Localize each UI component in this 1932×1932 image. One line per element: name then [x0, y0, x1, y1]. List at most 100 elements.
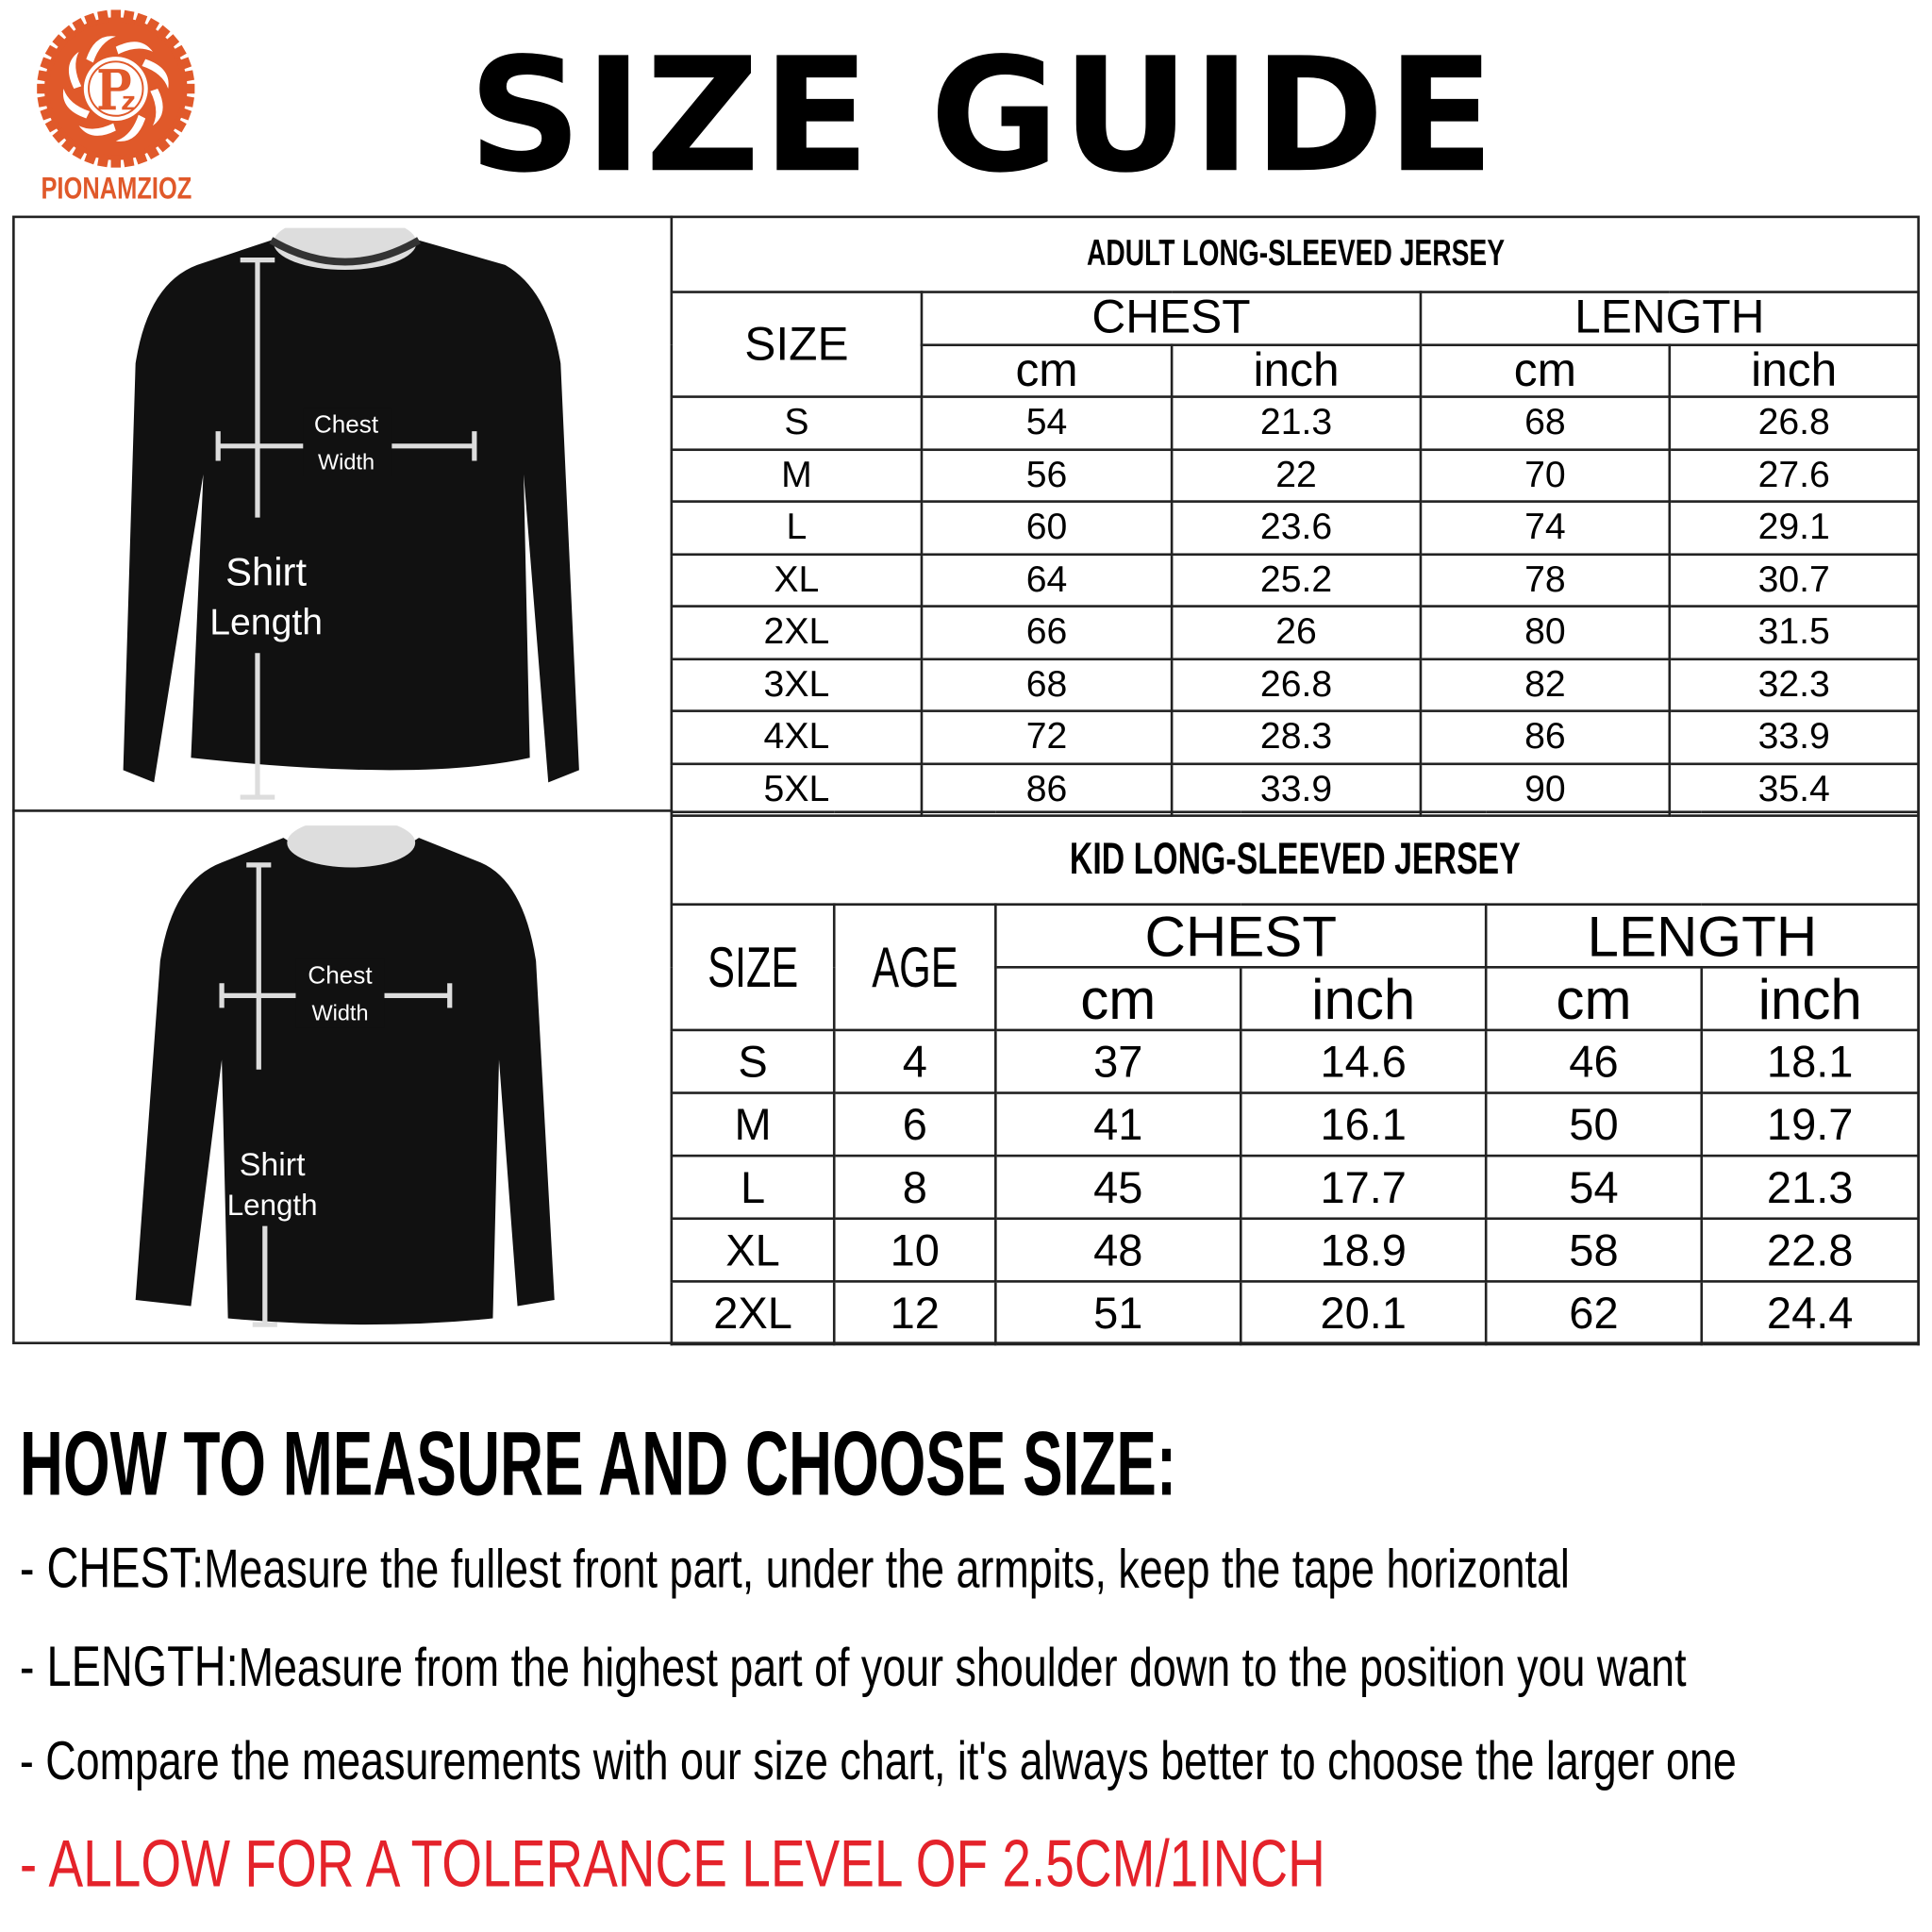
table-cell: 4 [832, 1028, 997, 1094]
cm-header: cm [1484, 965, 1704, 1032]
table-cell: 66 [920, 605, 1174, 660]
length-instruction: - LENGTH:Measure from the highest part o… [20, 1633, 1932, 1700]
length-header: LENGTH [1484, 903, 1920, 969]
table-cell: L [670, 1154, 836, 1221]
table-cell: 30.7 [1668, 552, 1920, 608]
table-cell: 41 [994, 1091, 1242, 1158]
table-cell: 68 [1419, 395, 1672, 451]
table-cell: 33.9 [1668, 709, 1920, 765]
chest-header: CHEST [920, 291, 1423, 346]
table-cell: 25.2 [1170, 552, 1423, 608]
length-label: Length [227, 1189, 318, 1222]
table-row: S 54 21.3 68 26.8 [670, 395, 1920, 451]
table-row: 2XL 66 26 80 31.5 [670, 605, 1920, 660]
table-cell: S [670, 1028, 836, 1094]
table-row: 2XL 12 51 20.1 62 24.4 [670, 1280, 1920, 1346]
table-cell: 45 [994, 1154, 1242, 1221]
table-cell: 82 [1419, 657, 1672, 712]
width-label: Width [318, 450, 375, 475]
howto-heading: HOW TO MEASURE AND CHOOSE SIZE: [19, 1411, 1177, 1515]
table-row: M 56 22 70 27.6 [670, 447, 1920, 503]
table-cell: XL [670, 552, 924, 608]
table-row: M 6 41 16.1 50 19.7 [670, 1091, 1920, 1158]
chest-label: Chest [314, 409, 379, 438]
cm-header: cm [920, 342, 1174, 398]
table-row: S 4 37 14.6 46 18.1 [670, 1028, 1920, 1094]
table-cell: M [670, 1091, 836, 1158]
chest-label-text: - CHEST: [19, 1535, 205, 1600]
table-cell: 51 [994, 1280, 1242, 1346]
table-cell: 50 [1484, 1091, 1704, 1158]
cm-header: cm [994, 965, 1242, 1032]
table-cell: 56 [920, 447, 1174, 503]
length-label: Length [209, 603, 323, 643]
table-cell: 5XL [670, 761, 924, 817]
table-cell: 64 [920, 552, 1174, 608]
table-cell: 23.6 [1170, 500, 1423, 556]
table-cell: L [670, 500, 924, 556]
table-cell: S [670, 395, 924, 451]
table-cell: 26 [1170, 605, 1423, 660]
table-row: XL 10 48 18.9 58 22.8 [670, 1217, 1920, 1283]
table-cell: 22.8 [1700, 1217, 1920, 1283]
table-cell: 26.8 [1170, 657, 1423, 712]
adult-table-title: ADULT LONG-SLEEVED JERSEY [670, 215, 1919, 293]
table-cell: 21.3 [1700, 1154, 1920, 1221]
table-row: XL 64 25.2 78 30.7 [670, 552, 1920, 608]
shirt-label: Shirt [240, 1147, 306, 1183]
table-row: 3XL 68 26.8 82 32.3 [670, 657, 1920, 712]
table-cell: 54 [1484, 1154, 1704, 1221]
table-cell: 26.8 [1668, 395, 1920, 451]
inch-header: inch [1700, 965, 1920, 1032]
chest-header: CHEST [994, 903, 1488, 969]
table-cell: 22 [1170, 447, 1423, 503]
kid-table-title: KID LONG-SLEEVED JERSEY [670, 810, 1920, 906]
size-header: SIZE [670, 291, 924, 398]
table-cell: 48 [994, 1217, 1242, 1283]
table-cell: M [670, 447, 924, 503]
table-row: L 8 45 17.7 54 21.3 [670, 1154, 1920, 1221]
kid-shirt-diagram: Chest Width Shirt Length [135, 825, 555, 1327]
table-cell: 12 [832, 1280, 997, 1346]
chest-instruction-text: Measure the fullest front part, under th… [204, 1539, 1570, 1600]
table-cell: 70 [1419, 447, 1672, 503]
table-cell: 27.6 [1668, 447, 1920, 503]
adult-size-table: ADULT LONG-SLEEVED JERSEY SIZE CHEST LEN… [670, 215, 1920, 817]
table-cell: 19.7 [1700, 1091, 1920, 1158]
table-cell: 4XL [670, 709, 924, 765]
table-cell: XL [670, 1217, 836, 1283]
table-cell: 86 [920, 761, 1174, 817]
table-cell: 31.5 [1668, 605, 1920, 660]
table-cell: 3XL [670, 657, 924, 712]
table-cell: 54 [920, 395, 1174, 451]
table-cell: 86 [1419, 709, 1672, 765]
inch-header: inch [1668, 342, 1920, 398]
table-cell: 18.9 [1239, 1217, 1488, 1283]
table-cell: 2XL [670, 605, 924, 660]
table-cell: 28.3 [1170, 709, 1423, 765]
page-title: SIZE GUIDE [468, 25, 1497, 208]
table-cell: 8 [832, 1154, 997, 1221]
table-cell: 68 [920, 657, 1174, 712]
table-cell: 60 [920, 500, 1174, 556]
table-cell: 10 [832, 1217, 997, 1283]
table-cell: 80 [1419, 605, 1672, 660]
table-row: 4XL 72 28.3 86 33.9 [670, 709, 1920, 765]
age-header: AGE [832, 903, 997, 1032]
table-row: L 60 23.6 74 29.1 [670, 500, 1920, 556]
table-cell: 20.1 [1239, 1280, 1488, 1346]
compare-instruction: - Compare the measurements with our size… [19, 1731, 1737, 1792]
shirt-label: Shirt [225, 549, 307, 593]
adult-shirt-diagram: Chest Width Shirt Length [123, 227, 579, 800]
cm-header: cm [1419, 342, 1672, 398]
table-cell: 90 [1419, 761, 1672, 817]
logo-gear-icon [37, 9, 195, 168]
table-cell: 62 [1484, 1280, 1704, 1346]
table-cell: 29.1 [1668, 500, 1920, 556]
table-cell: 24.4 [1700, 1280, 1920, 1346]
length-label-text: - LENGTH: [19, 1633, 239, 1698]
table-cell: 74 [1419, 500, 1672, 556]
table-cell: 2XL [670, 1280, 836, 1346]
logo-text: PIONAMZIOZ [40, 171, 192, 207]
